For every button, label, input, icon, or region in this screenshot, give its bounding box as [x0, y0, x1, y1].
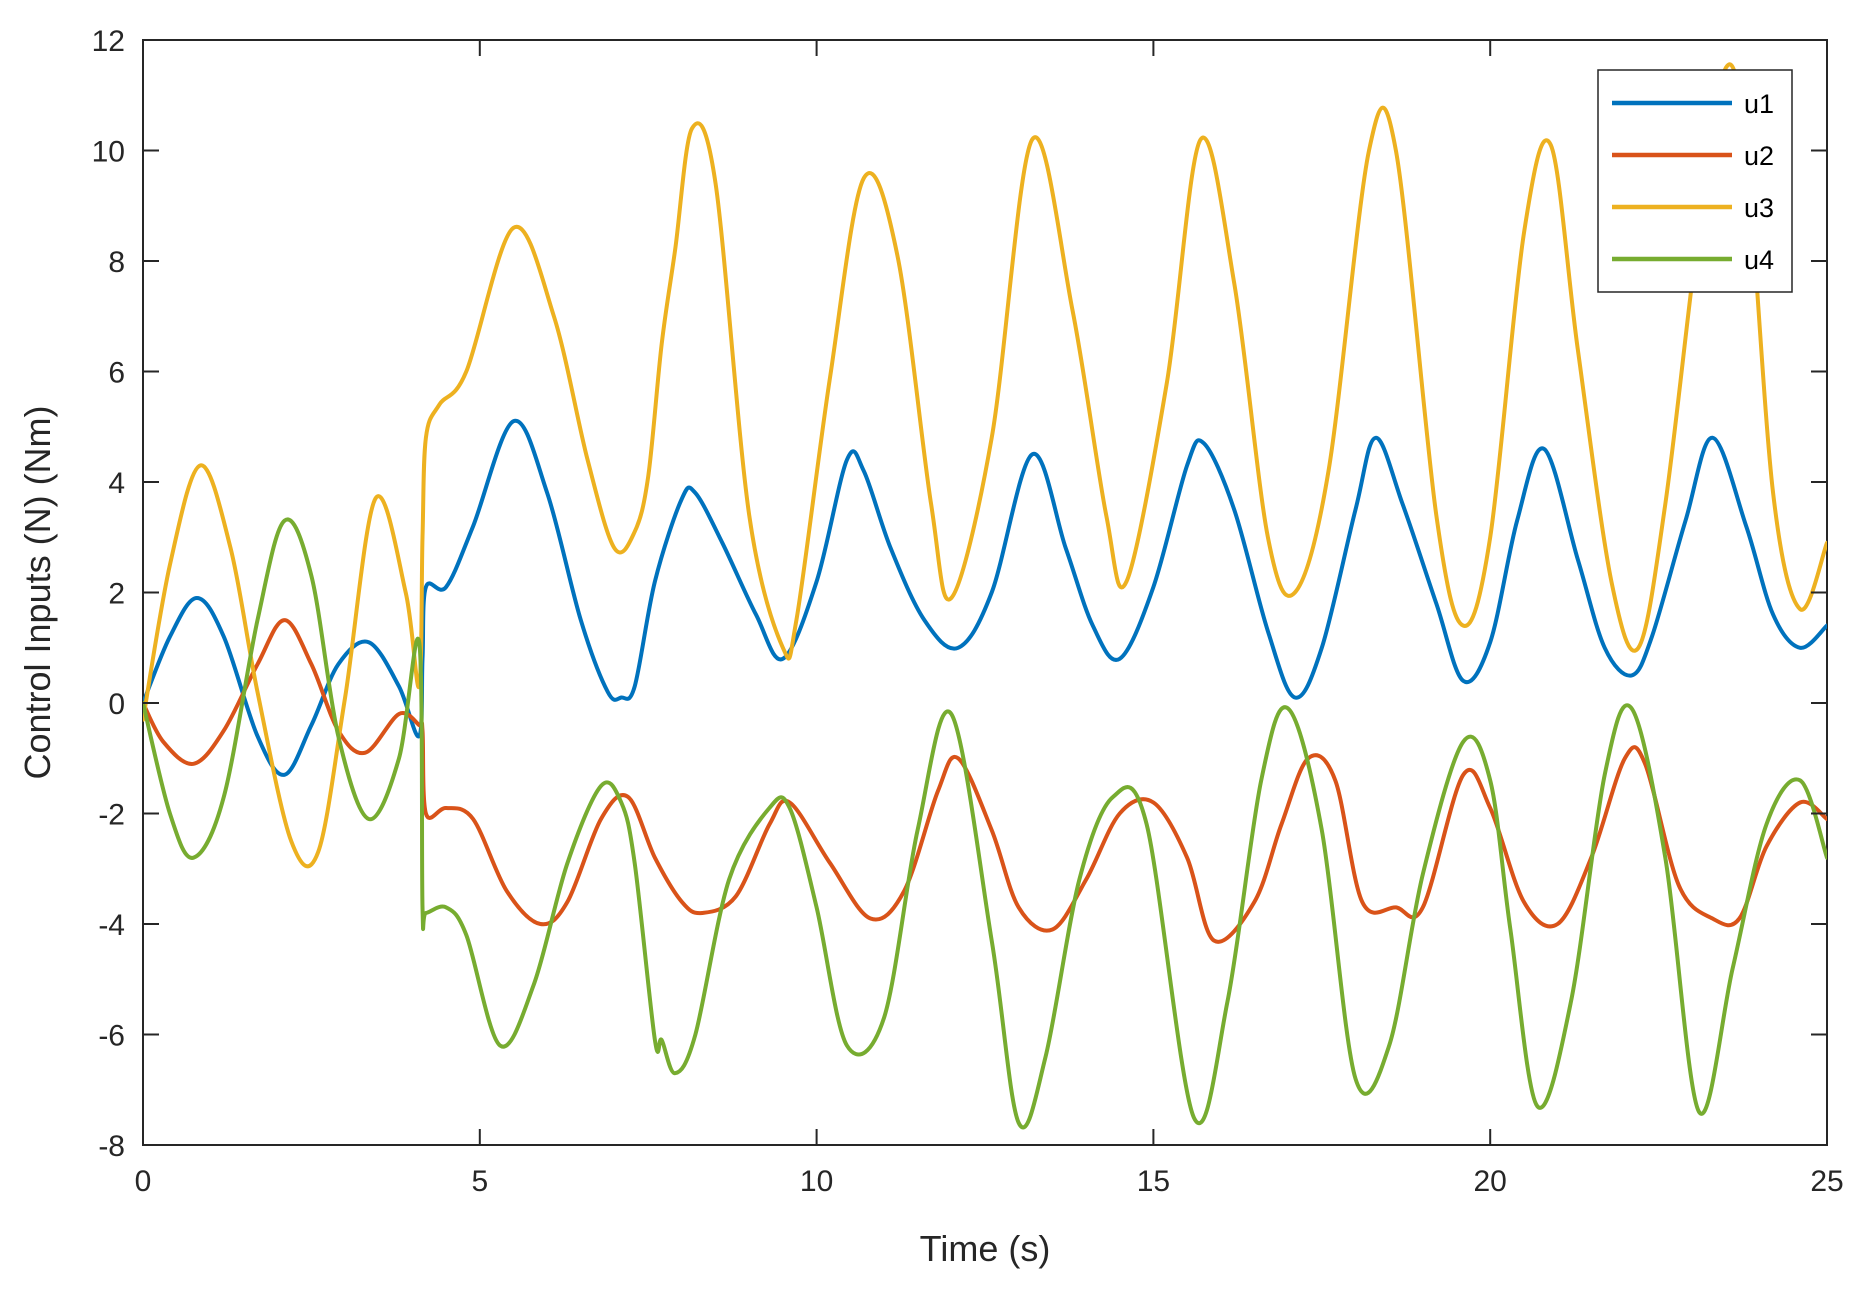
y-tick-label: -4: [98, 909, 125, 942]
y-tick-label: -6: [98, 1020, 125, 1053]
series-line-u4: [143, 517, 1827, 1130]
legend-label-u4: u4: [1744, 245, 1774, 275]
x-tick-label: 5: [471, 1165, 488, 1198]
x-tick-label: 10: [800, 1165, 833, 1198]
x-axis-label: Time (s): [920, 1228, 1051, 1269]
y-tick-label: 12: [92, 25, 125, 58]
ticks-layer: 0 5 10 15 20 25 -8 -6 -4 -2 0 2 4 6 8 10 12: [92, 25, 1844, 1198]
y-tick-label: -8: [98, 1130, 125, 1163]
legend: u1 u2 u3 u4: [1597, 69, 1793, 293]
y-tick-label: 4: [108, 467, 125, 500]
y-axis-label: Control Inputs (N) (Nm): [17, 405, 58, 779]
x-tick-label: 25: [1810, 1165, 1843, 1198]
x-tick-label: 15: [1137, 1165, 1170, 1198]
x-tick-label: 0: [135, 1165, 152, 1198]
legend-label-u1: u1: [1744, 89, 1774, 119]
legend-box: [1597, 69, 1793, 293]
y-tick-label: -2: [98, 799, 125, 832]
series-line-u3: [143, 62, 1827, 869]
plot-area: 0 5 10 15 20 25 -8 -6 -4 -2 0 2 4 6 8 10 12: [92, 25, 1844, 1198]
y-tick-label: 10: [92, 136, 125, 169]
y-tick-label: 6: [108, 357, 125, 390]
y-tick-label: 0: [108, 688, 125, 721]
legend-label-u3: u3: [1744, 193, 1774, 223]
y-tick-label: 8: [108, 246, 125, 279]
series-layer: [143, 62, 1827, 1130]
x-tick-label: 20: [1474, 1165, 1507, 1198]
y-tick-label: 2: [108, 578, 125, 611]
legend-label-u2: u2: [1744, 141, 1774, 171]
